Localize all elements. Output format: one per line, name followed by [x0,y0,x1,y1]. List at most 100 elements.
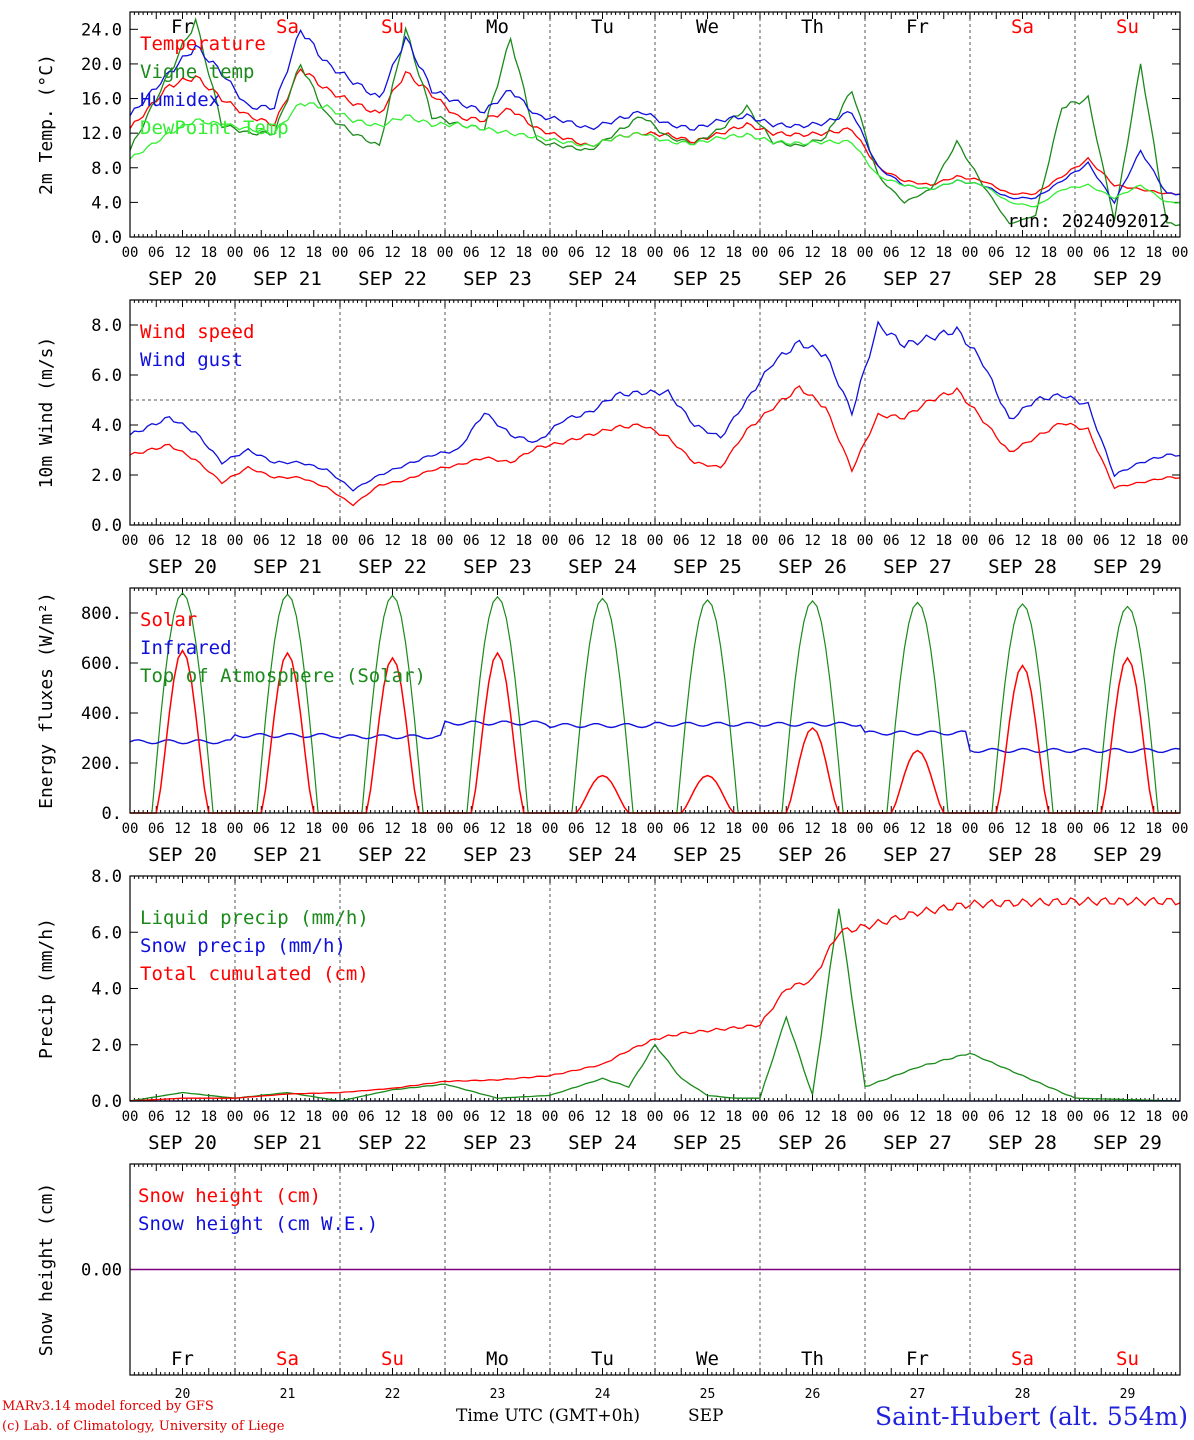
panel-2-y-axis-title: 10m Wind (m/s) [36,337,57,489]
panel-3-hour-tick-label: 06 [463,821,480,837]
panel-1-hour-tick-label: 06 [883,245,900,261]
panel-4-hour-tick-label: 18 [1040,1109,1057,1125]
panel-1-hour-tick-label: 00 [1067,245,1084,261]
panel-4-hour-tick-label: 18 [620,1109,637,1125]
panel-1-hour-tick-label: 00 [437,245,454,261]
panel-3-date-label: SEP 20 [148,844,217,866]
day-number-label: 29 [1120,1387,1136,1402]
credit-line-1: MARv3.14 model forced by GFS [2,1399,214,1414]
panel-4-date-label: SEP 21 [253,1132,322,1154]
panel-4-hour-tick-label: 00 [542,1109,559,1125]
panel-2-hour-tick-label: 00 [962,533,979,549]
panel-4-legend-2: Snow precip (mm/h) [140,935,346,957]
panel-2-hour-tick-label: 18 [830,533,847,549]
panel-1-hour-tick-label: 00 [332,245,349,261]
panel-4-hour-tick-label: 12 [699,1109,716,1125]
panel-3-date-label: SEP 26 [778,844,847,866]
panel-1-hour-tick-label: 06 [358,245,375,261]
panel-3-infrared-line [129,720,1181,754]
x-axis-title: Time UTC (GMT+0h) [456,1406,641,1426]
panel-3-hour-tick-label: 18 [830,821,847,837]
month-label: SEP [688,1406,724,1426]
panel-2-date-label: SEP 21 [253,556,322,578]
day-number-label: 25 [700,1387,716,1402]
station-name: Saint-Hubert (alt. 554m) [874,1402,1188,1431]
panel-1-legend-2: Vigne temp [140,61,254,83]
panel-1-y-tick-label: 16.0 [81,90,122,110]
panel-1-hour-tick-label: 12 [489,245,506,261]
panel-2-hour-tick-label: 00 [857,533,874,549]
panel-4-hour-tick-label: 12 [489,1109,506,1125]
panel-3-date-label: SEP 28 [988,844,1057,866]
panel-3-hour-tick-label: 12 [1014,821,1031,837]
panel-1-frame [129,11,1181,238]
panel-2-hour-tick-label: 12 [384,533,401,549]
panel-3-y-tick-label: 600. [81,654,122,674]
panel-2-hour-tick-label: 18 [1040,533,1057,549]
panel-4-hour-tick-label: 18 [830,1109,847,1125]
panel-3-hour-tick-label: 18 [1145,821,1162,837]
weekday-top-label: Sa [1011,16,1034,38]
weekday-top-label: Fr [171,16,194,38]
panel-3-date-label: SEP 23 [463,844,532,866]
panel-3-hour-tick-label: 12 [804,821,821,837]
panel-4-hour-tick-label: 00 [122,1109,139,1125]
panel-4-date-label: SEP 27 [883,1132,952,1154]
weekday-bottom-label: Su [1116,1348,1139,1370]
panel-4-y-tick-label: 2.0 [91,1036,122,1056]
panel-2-series-1-line [129,385,1181,507]
panel-2-hour-tick-label: 12 [1119,533,1136,549]
panel-4-date-label: SEP 20 [148,1132,217,1154]
panel-3-hour-tick-label: 06 [253,821,270,837]
panel-2-hour-tick-label: 00 [542,533,559,549]
panel-1-hour-tick-label: 00 [647,245,664,261]
panel-3-hour-tick-label: 06 [778,821,795,837]
panel-2-hour-tick-label: 00 [437,533,454,549]
panel-4-hour-tick-label: 06 [568,1109,585,1125]
panel-1-series-3-line [129,28,1181,205]
panel-1-hour-tick-label: 06 [463,245,480,261]
panel-3-hour-tick-label: 00 [1067,821,1084,837]
weekday-bottom-label: Fr [906,1348,929,1370]
panel-3-legend-3: Top of Atmosphere (Solar) [140,665,426,687]
panel-1-date-label: SEP 20 [148,268,217,290]
panel-4-date-label: SEP 29 [1093,1132,1162,1154]
panel-4-y-tick-label: 8.0 [91,867,122,887]
weekday-top-label: Fr [906,16,929,38]
panel-4-hour-tick-label: 06 [148,1109,165,1125]
panel-2-hour-tick-label: 06 [673,533,690,549]
panel-1-date-label: SEP 22 [358,268,427,290]
panel-4-hour-tick-label: 12 [1014,1109,1031,1125]
panel-4-frame [129,875,1181,1102]
panel-4-hour-tick-label: 12 [804,1109,821,1125]
panel-4-hour-tick-label: 06 [1093,1109,1110,1125]
panel-3-y-tick-label: 200. [81,754,122,774]
panel-5-legend-2: Snow height (cm W.E.) [138,1213,378,1235]
panel-4-date-label: SEP 23 [463,1132,532,1154]
panel-1-hour-tick-label: 12 [804,245,821,261]
panel-4-hour-tick-label: 06 [988,1109,1005,1125]
panel-2-hour-tick-label: 12 [699,533,716,549]
panel-4-y-tick-label: 4.0 [91,980,122,1000]
panel-1-hour-tick-label: 00 [857,245,874,261]
panel-1-hour-tick-label: 18 [305,245,322,261]
panel-2-hour-tick-label: 06 [568,533,585,549]
panel-4-hour-tick-label: 18 [1145,1109,1162,1125]
day-number-label: 22 [385,1387,401,1402]
panel-1-hour-tick-label: 06 [778,245,795,261]
panel-4-hour-tick-label: 18 [305,1109,322,1125]
weekday-bottom-label: Tu [591,1348,614,1370]
panel-2-legend-2: Wind gust [140,349,243,371]
panel-3-hour-tick-label: 18 [935,821,952,837]
panel-2-date-label: SEP 26 [778,556,847,578]
panel-1-hour-tick-label: 12 [699,245,716,261]
panel-2-hour-tick-label: 00 [332,533,349,549]
panel-2-hour-tick-label: 00 [752,533,769,549]
panel-1-y-tick-label: 24.0 [81,20,122,40]
panel-3-date-label: SEP 27 [883,844,952,866]
panel-1-hour-tick-label: 12 [1119,245,1136,261]
day-number-label: 28 [1015,1387,1031,1402]
weekday-bottom-label: Fr [171,1348,194,1370]
panel-1-hour-tick-label: 06 [568,245,585,261]
